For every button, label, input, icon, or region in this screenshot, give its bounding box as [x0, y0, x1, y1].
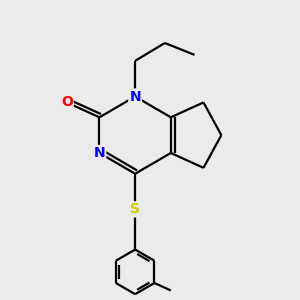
Text: S: S [130, 202, 140, 216]
Text: N: N [129, 89, 141, 103]
Text: N: N [94, 146, 105, 160]
Text: O: O [61, 95, 73, 110]
